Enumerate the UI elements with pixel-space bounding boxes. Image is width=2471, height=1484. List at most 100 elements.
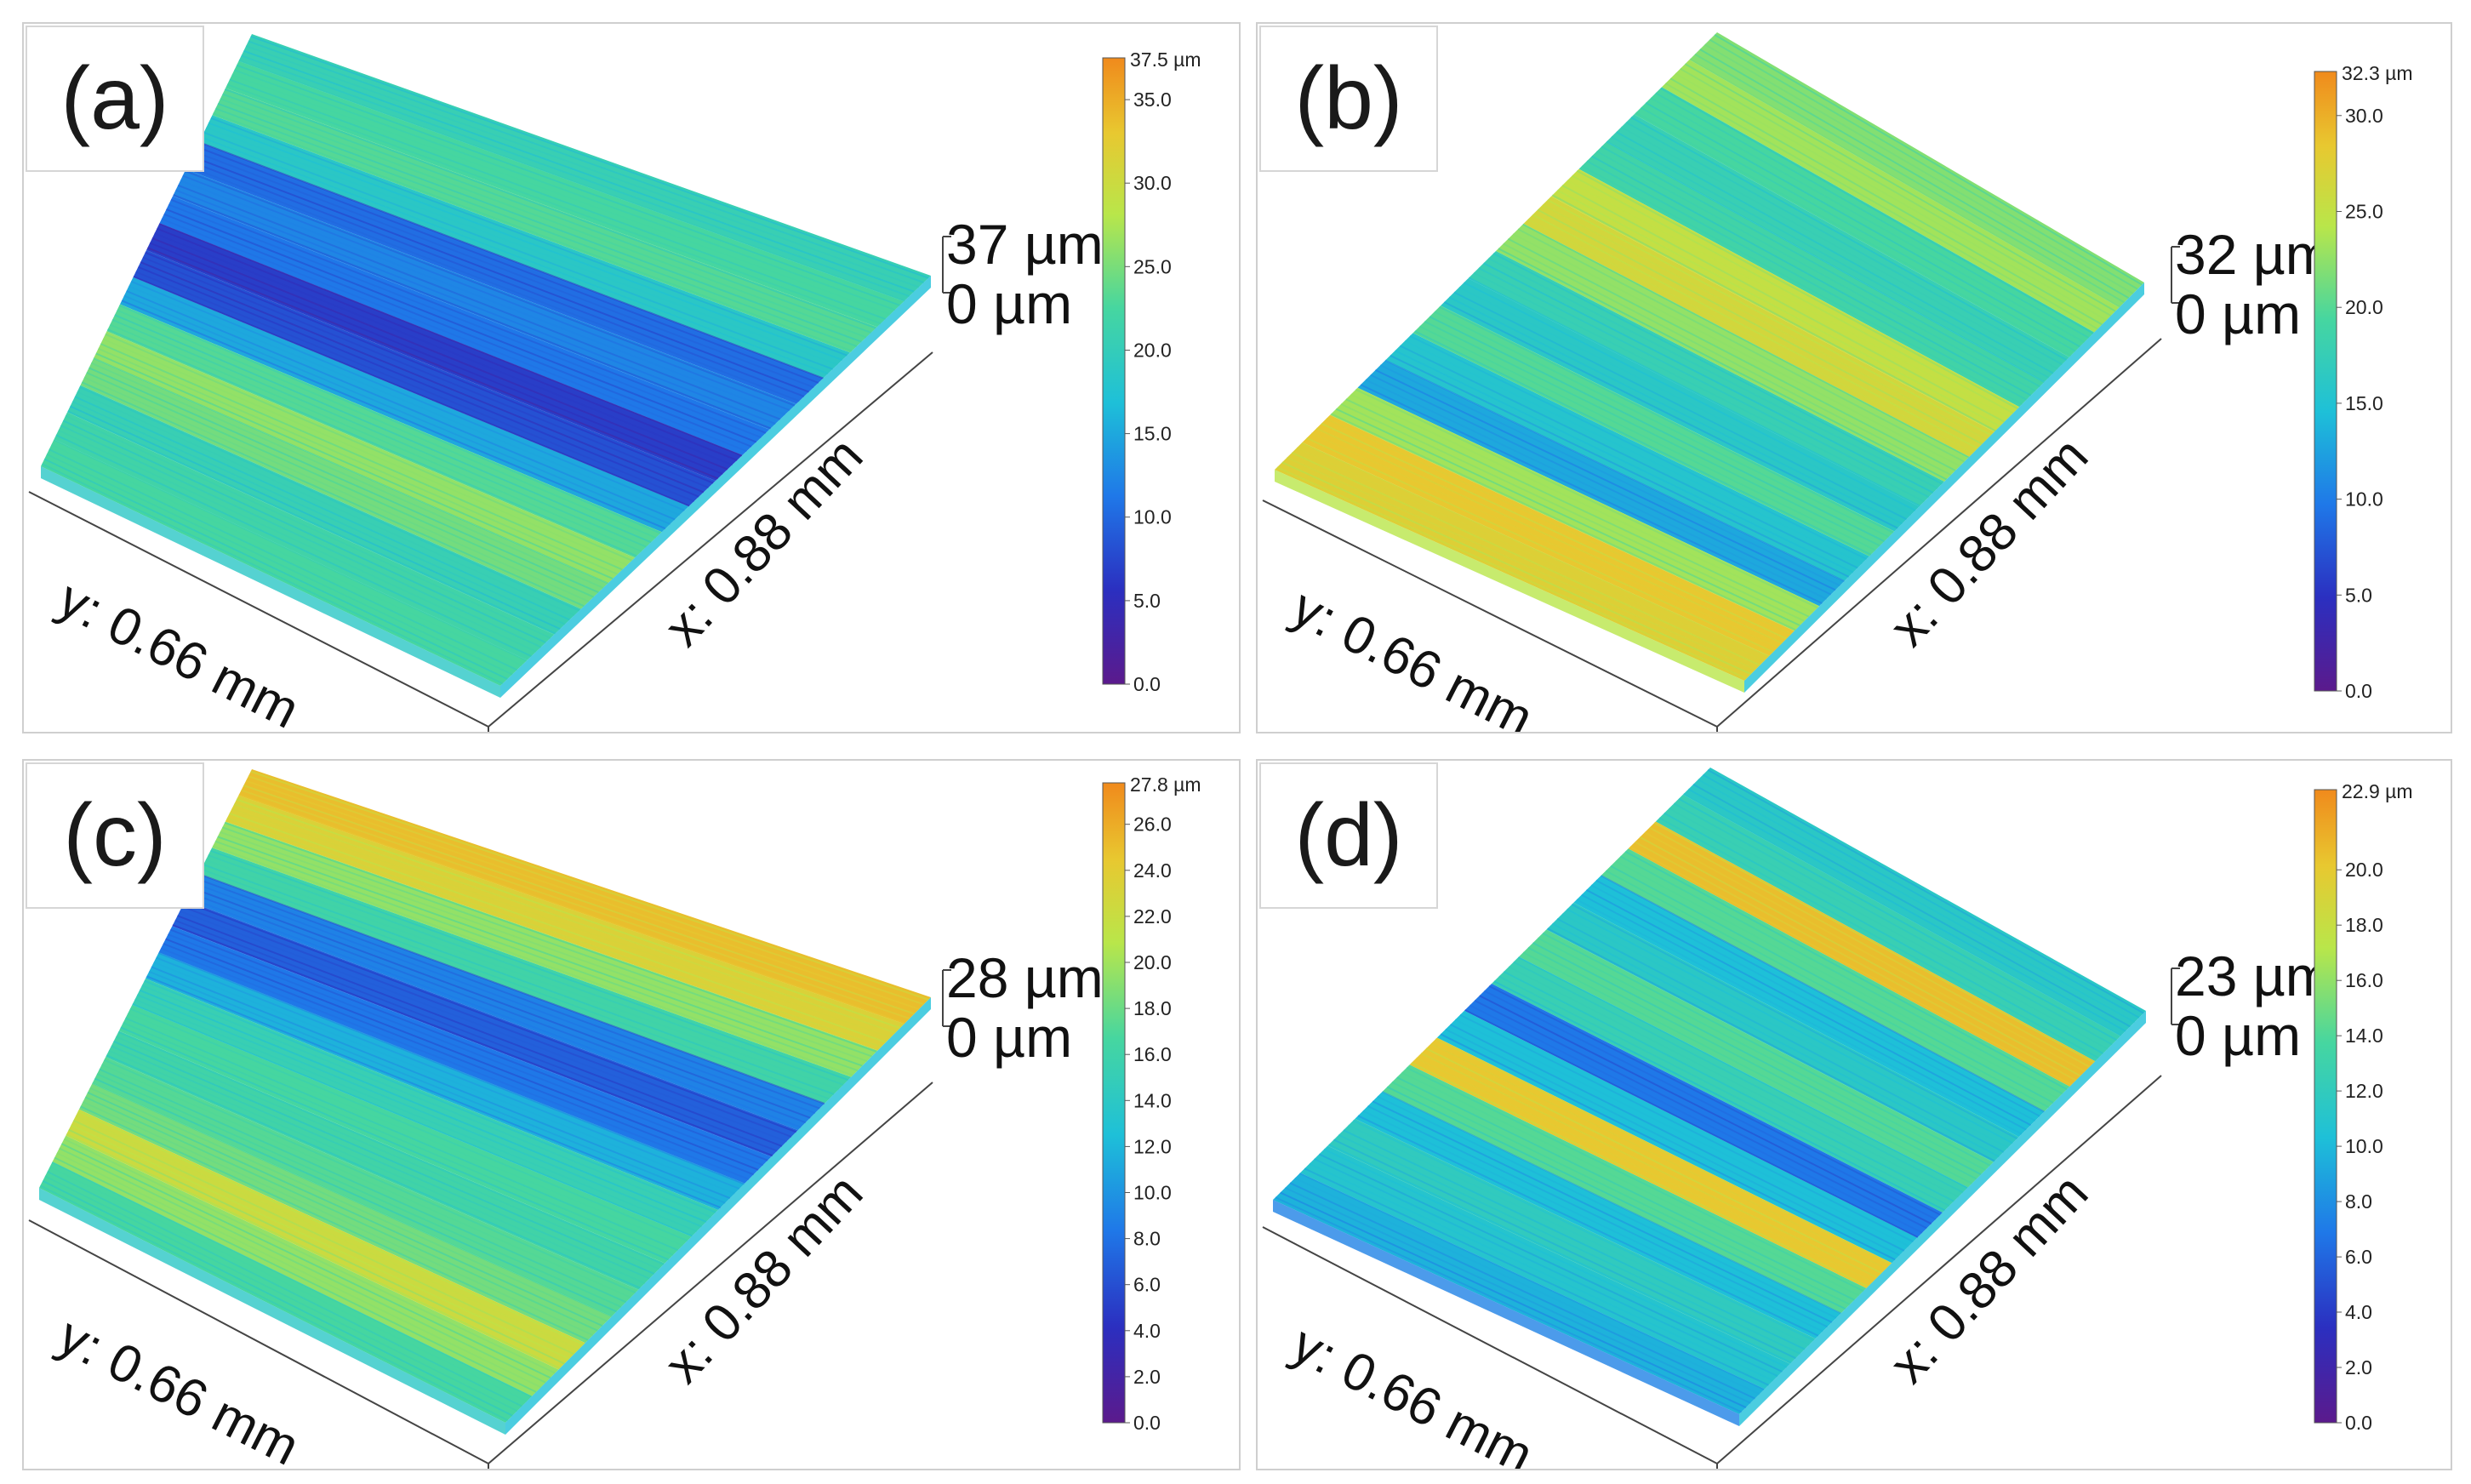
surface-streak	[1629, 846, 2072, 1086]
surface-streak	[1280, 1191, 1747, 1409]
z-bottom-label: 0 µm	[946, 272, 1072, 335]
surface-streak	[60, 425, 542, 648]
surface-streak	[1576, 169, 2018, 410]
surface-streak	[1625, 121, 2063, 366]
colorbar-max-label: 37.5 µm	[1130, 49, 1201, 71]
surface-streak	[1507, 237, 1956, 471]
surface-streak	[87, 1091, 603, 1327]
surface-streak	[138, 265, 699, 498]
surface-streak	[1478, 267, 1930, 499]
surface-streak	[1275, 1196, 1743, 1413]
surface-texture-group	[39, 770, 929, 1422]
surface-streak	[43, 458, 508, 680]
surface-streak	[1284, 1186, 1751, 1404]
surface-streak	[1615, 860, 2058, 1099]
colorbar-ticks: 0.0 2.0 4.0 6.0 8.0 10.0 12.0 14.0 16.0 18.0 20.0	[2337, 859, 2383, 1434]
surface-streak	[1635, 111, 2072, 357]
surface-streak	[169, 928, 768, 1162]
surface-streak	[1669, 77, 2103, 326]
colorbar-tick-label: 15.0	[2345, 392, 2383, 414]
surface-streak	[1304, 1167, 1769, 1386]
surface-streak	[49, 1166, 528, 1402]
surface-streak	[1453, 291, 1908, 521]
y-axis-label: y: 0.66 mm	[49, 569, 309, 733]
colorbar-tick-label: 20.0	[2345, 859, 2383, 881]
surface-streak	[1561, 913, 2009, 1149]
surface-streak	[50, 443, 522, 666]
surface-streak	[86, 371, 595, 598]
surface-streak	[236, 64, 900, 306]
surface-streak	[1714, 34, 2143, 286]
surface-streak	[1649, 826, 2091, 1068]
surface-streak	[238, 60, 905, 302]
surface-streak	[1678, 797, 2117, 1042]
colorbar-tick-label: 26.0	[1133, 813, 1172, 836]
surface-streak	[1635, 841, 2077, 1082]
surface-streak	[203, 864, 835, 1095]
x-axis-line	[1716, 338, 2162, 728]
colorbar-ticks: 0.0 2.0 4.0 6.0 8.0 10.0 12.0 14.0 16.0 18.0 20.0 2…	[1125, 813, 1172, 1434]
surface-streak	[1680, 67, 2112, 317]
surface-streak	[231, 808, 892, 1039]
surface-streak	[100, 343, 623, 571]
panel-d: 23 µm 0 µm y: 0.66 mm x: 0.88 mm 0.0 2.0 4…	[1256, 759, 2452, 1470]
surface-streak	[1576, 899, 2023, 1135]
surface-streak	[1537, 937, 1986, 1171]
surface-streak	[1458, 286, 1912, 516]
surface-streak	[210, 117, 847, 357]
surface-streak	[156, 956, 740, 1190]
surface-streak	[121, 300, 666, 530]
surface-streak	[1650, 97, 2085, 344]
surface-streak	[111, 1045, 650, 1280]
z-top-label: 37 µm	[946, 213, 1104, 276]
surface-streak	[157, 951, 745, 1185]
colorbar	[2314, 71, 2337, 692]
surface-streak	[90, 362, 604, 589]
colorbar-tick-label: 20.0	[1133, 340, 1172, 362]
surface-streak	[42, 1179, 513, 1417]
surface-streak	[1595, 151, 2036, 392]
colorbar-tick-label: 2.0	[1133, 1366, 1161, 1388]
surface-streak	[1624, 850, 2068, 1091]
surface-streak	[1517, 228, 1965, 463]
surface-streak	[236, 798, 901, 1030]
surface-streak	[1571, 904, 2018, 1139]
z-bottom-label: 0 µm	[946, 1006, 1072, 1069]
surface-streak	[58, 429, 537, 653]
surface-streak	[224, 821, 877, 1053]
surface-streak	[220, 830, 868, 1062]
colorbar-tick-label: 20.0	[2345, 296, 2383, 318]
colorbar-tick-label: 16.0	[1133, 1043, 1172, 1065]
colorbar-tick-label: 14.0	[2345, 1025, 2383, 1047]
surface-streak	[205, 859, 840, 1091]
surface-streak	[77, 1110, 585, 1346]
surface-streak	[96, 1073, 622, 1308]
surface-streak	[193, 882, 816, 1115]
surface-streak	[109, 323, 642, 552]
surface-streak	[1513, 961, 1964, 1194]
surface-band	[1355, 1092, 1841, 1339]
surface-streak	[1429, 316, 1885, 543]
colorbar-tick-label: 25.0	[2345, 201, 2383, 223]
surface-texture-group	[1276, 34, 2143, 680]
surface-streak	[1684, 63, 2116, 312]
surface-streak	[210, 849, 849, 1082]
surface-streak	[1542, 203, 1988, 441]
colorbar-tick-label: 12.0	[2345, 1080, 2383, 1102]
surface-streak	[1348, 1124, 1810, 1346]
surface-streak	[1468, 277, 1920, 507]
surface-band	[146, 952, 745, 1210]
panel-label-b: (b)	[1259, 26, 1438, 172]
surface-streak	[115, 1036, 659, 1270]
surface-streak	[1362, 1110, 1823, 1333]
surface-band	[80, 358, 608, 609]
surface-streak	[1498, 975, 1950, 1207]
surface-streak	[1343, 1129, 1806, 1350]
surface-streak	[196, 877, 820, 1110]
surface-streak	[1493, 980, 1946, 1212]
y-axis-line	[28, 491, 489, 728]
surface-streak	[136, 994, 702, 1228]
surface-streak	[93, 357, 608, 585]
surface-streak	[1450, 1024, 1905, 1252]
surface-streak	[203, 131, 834, 370]
